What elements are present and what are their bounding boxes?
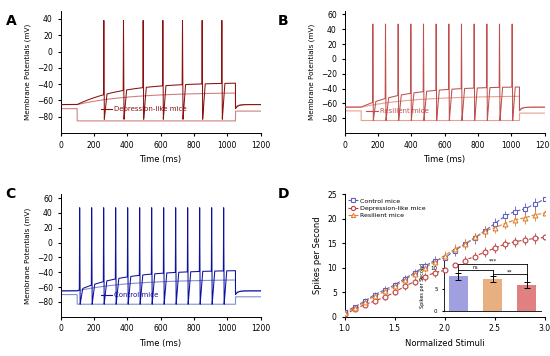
Text: Resilient mice: Resilient mice bbox=[379, 108, 428, 114]
Text: C: C bbox=[6, 187, 16, 201]
Y-axis label: Membrane Potentials (mV): Membrane Potentials (mV) bbox=[309, 24, 315, 120]
Text: Control mice: Control mice bbox=[114, 292, 158, 298]
X-axis label: Time (ms): Time (ms) bbox=[140, 155, 182, 164]
Y-axis label: Spikes per Second: Spikes per Second bbox=[313, 217, 322, 294]
Legend: Control mice, Depression-like mice, Resilient mice: Control mice, Depression-like mice, Resi… bbox=[346, 196, 428, 220]
X-axis label: Normalized Stimuli: Normalized Stimuli bbox=[405, 339, 485, 348]
X-axis label: Time (ms): Time (ms) bbox=[424, 155, 465, 164]
Y-axis label: Membrane Potentials (mV): Membrane Potentials (mV) bbox=[25, 24, 31, 120]
Text: B: B bbox=[278, 14, 288, 28]
X-axis label: Time (ms): Time (ms) bbox=[140, 339, 182, 348]
Text: Depression-like mice: Depression-like mice bbox=[114, 106, 186, 112]
Text: A: A bbox=[6, 14, 16, 28]
Text: D: D bbox=[278, 187, 289, 201]
Y-axis label: Membrane Potentials (mV): Membrane Potentials (mV) bbox=[25, 208, 31, 304]
